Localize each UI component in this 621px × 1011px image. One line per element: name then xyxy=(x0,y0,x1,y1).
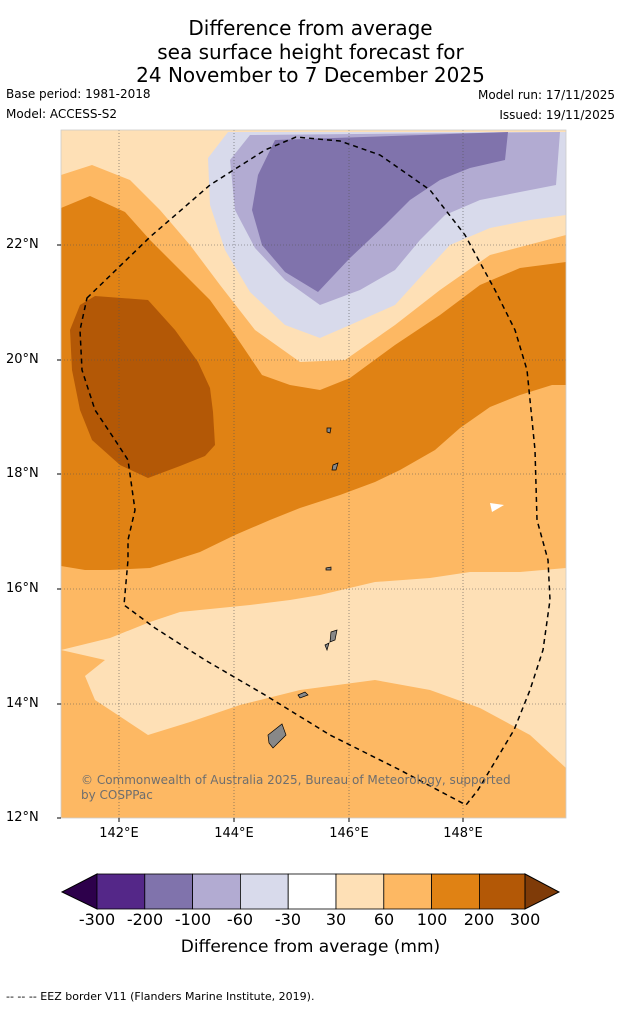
lon-label-148e: 148°E xyxy=(443,826,483,841)
colorbar-extend-low xyxy=(60,873,98,910)
colorbar-tick-100: 100 xyxy=(416,910,448,929)
eez-border xyxy=(79,136,551,806)
lon-label-146e: 146°E xyxy=(329,826,369,841)
copyright-line-2: by COSPPac xyxy=(81,788,153,802)
colorbar-swatch-1 xyxy=(96,873,146,910)
colorbar-tick-200: 200 xyxy=(463,910,495,929)
colorbar-swatch-9 xyxy=(478,873,526,910)
colorbar-tick-60: 60 xyxy=(373,910,395,929)
colorbar-tick-neg30: -30 xyxy=(274,910,302,929)
colorbar-swatch-2 xyxy=(144,873,194,910)
chart-title-line-2: sea surface height forecast for xyxy=(157,40,464,64)
colorbar-tick-neg300: -300 xyxy=(78,910,116,929)
lat-label-22n: 22°N xyxy=(6,237,39,252)
lat-label-16n: 16°N xyxy=(6,581,39,596)
lon-label-142e: 142°E xyxy=(99,826,139,841)
map-contours xyxy=(61,130,566,818)
colorbar-tick-neg200: -200 xyxy=(126,910,164,929)
lat-label-20n: 20°N xyxy=(6,352,39,367)
colorbar-swatch-5 xyxy=(287,873,337,910)
chart-title-line-1: Difference from average xyxy=(188,16,433,40)
colorbar-swatch-4 xyxy=(239,873,289,910)
model-run: Model run: 17/11/2025 xyxy=(477,88,615,102)
band-100-200 xyxy=(61,196,566,570)
chart-title-line-3: 24 November to 7 December 2025 xyxy=(136,63,485,87)
lon-label-144e: 144°E xyxy=(214,826,254,841)
colorbar-swatch-6 xyxy=(335,873,385,910)
model-name: Model: ACCESS-S2 xyxy=(6,107,118,121)
copyright-line-1: © Commonwealth of Australia 2025, Bureau… xyxy=(81,773,511,787)
colorbar-label: Difference from average (mm) xyxy=(180,937,441,957)
lat-label-14n: 14°N xyxy=(6,696,39,711)
colorbar-tick-neg100: -100 xyxy=(174,910,212,929)
colorbar-tick-neg60: -60 xyxy=(226,910,254,929)
eez-legend-footer: -- -- -- EEZ border V11 (Flanders Marine… xyxy=(6,990,315,1003)
colorbar-tick-300: 300 xyxy=(509,910,541,929)
axis-ticks xyxy=(57,244,464,822)
islands xyxy=(267,427,339,749)
colorbar-tick-30: 30 xyxy=(325,910,347,929)
band-neg-100-200 xyxy=(252,132,508,292)
colorbar-extend-high xyxy=(524,873,561,910)
colorbar-swatch-3 xyxy=(192,873,241,910)
colorbar-swatch-7 xyxy=(383,873,432,910)
colorbar xyxy=(60,873,561,910)
lat-label-12n: 12°N xyxy=(6,810,39,825)
white-patch xyxy=(490,503,504,512)
band-60-100-lower xyxy=(61,650,566,818)
issued-date: Issued: 19/11/2025 xyxy=(499,108,615,122)
gridlines xyxy=(61,130,566,818)
band-200-300 xyxy=(70,296,215,478)
base-period: Base period: 1981-2018 xyxy=(6,87,151,101)
lat-label-18n: 18°N xyxy=(6,466,39,481)
colorbar-swatch-8 xyxy=(431,873,480,910)
